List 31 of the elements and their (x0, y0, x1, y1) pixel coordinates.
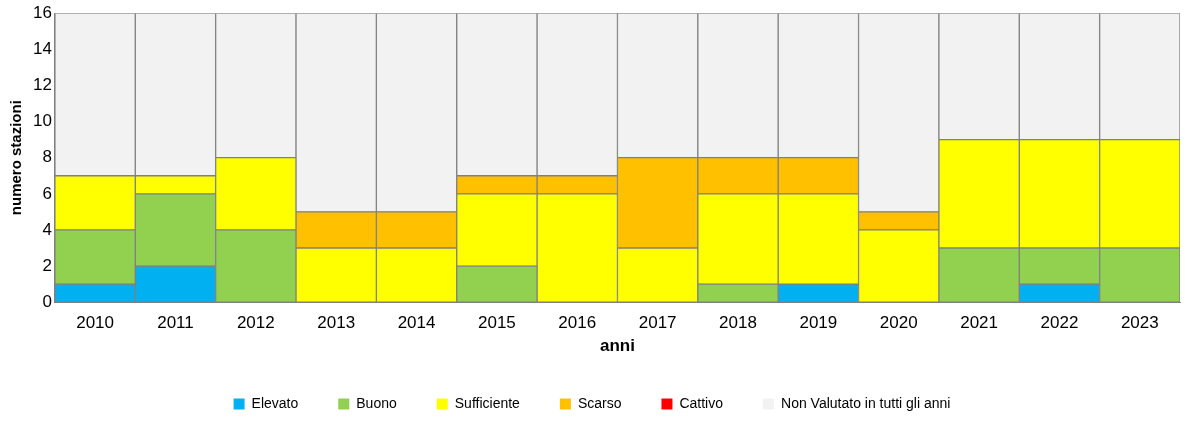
legend-label: Buono (356, 394, 397, 411)
x-tick-label: 2017 (638, 313, 677, 333)
y-tick-label: 14 (32, 39, 52, 59)
y-tick-label: 4 (42, 219, 52, 239)
x-tick-label: 2021 (960, 313, 999, 333)
x-tick-label: 2010 (76, 313, 115, 333)
x-tick-label: 2015 (478, 313, 516, 333)
x-tick-label: 2014 (397, 313, 436, 333)
x-tick-label: 2016 (558, 313, 597, 333)
x-axis-title: anni (599, 336, 635, 356)
y-tick-label: 6 (42, 183, 52, 203)
x-tick-label: 2019 (799, 313, 838, 333)
x-tick-label: 2011 (157, 313, 194, 333)
x-tick-label: 2023 (1120, 313, 1159, 333)
y-tick-label: 10 (32, 111, 52, 131)
y-tick-label: 8 (42, 147, 52, 167)
y-tick-label: 12 (32, 75, 52, 95)
y-tick-label: 0 (42, 291, 52, 311)
legend-label: Sufficiente (454, 394, 521, 411)
x-tick-label: 2018 (719, 313, 757, 333)
x-tick-label: 2013 (317, 313, 356, 333)
x-tick-label: 2012 (236, 313, 275, 333)
legend-label: Cattivo (679, 394, 724, 411)
legend-label: Scarso (577, 394, 622, 411)
y-axis-title: numero stazioni (7, 100, 25, 216)
x-tick-label: 2022 (1040, 313, 1079, 333)
x-tick-label: 2020 (879, 313, 918, 333)
y-tick-label: 2 (42, 255, 52, 275)
legend-label: Elevato (251, 394, 299, 411)
y-tick-label: 16 (32, 2, 52, 22)
legend-label: Non Valutato in tutti gli anni (781, 394, 951, 411)
